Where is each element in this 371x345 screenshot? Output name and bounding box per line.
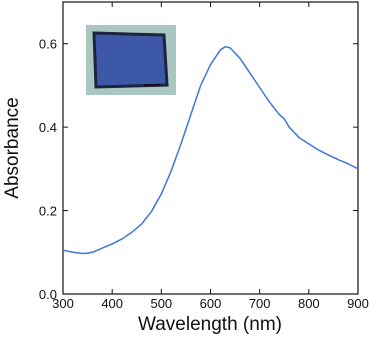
x-tick-label: 600 (200, 296, 222, 311)
x-tick-label: 800 (298, 296, 320, 311)
y-tick-label: 0.0 (39, 287, 57, 302)
x-tick-label: 500 (150, 296, 172, 311)
x-tick-label: 700 (249, 296, 271, 311)
y-tick-label: 0.2 (39, 204, 57, 219)
x-axis-title: Wavelength (nm) (138, 314, 282, 335)
x-tick-label: 400 (101, 296, 123, 311)
inset-photo (86, 25, 176, 95)
y-tick-label: 0.6 (39, 37, 57, 52)
photo-film (92, 31, 169, 89)
y-tick-label: 0.4 (39, 120, 57, 135)
spectrum-line (62, 45, 359, 255)
x-tick-label: 900 (347, 296, 369, 311)
y-axis-title: Absorbance (2, 97, 23, 198)
x-tick-label: 300 (52, 296, 74, 311)
